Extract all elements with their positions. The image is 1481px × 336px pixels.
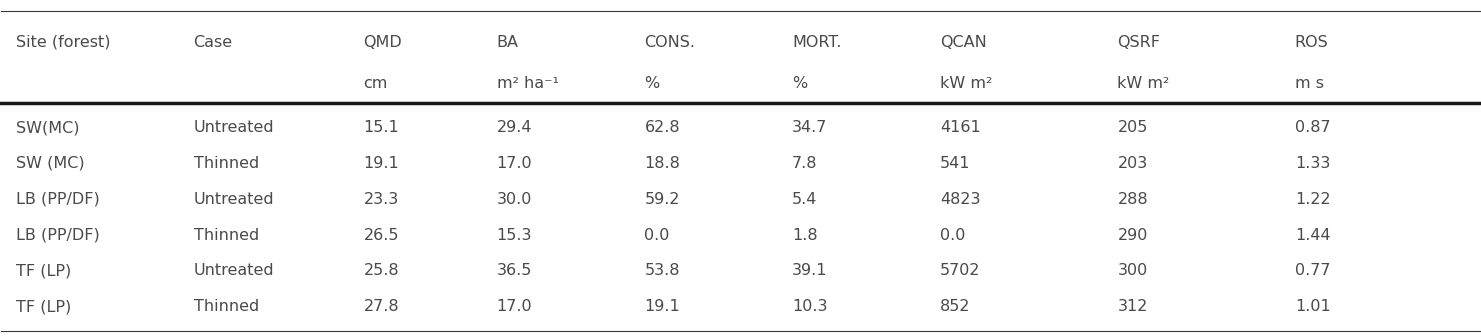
Text: Thinned: Thinned	[194, 227, 259, 243]
Text: 36.5: 36.5	[496, 263, 532, 279]
Text: 17.0: 17.0	[496, 299, 532, 314]
Text: 26.5: 26.5	[363, 227, 398, 243]
Text: 290: 290	[1118, 227, 1148, 243]
Text: m² ha⁻¹: m² ha⁻¹	[496, 76, 558, 91]
Text: LB (PP/DF): LB (PP/DF)	[16, 227, 99, 243]
Text: 205: 205	[1118, 120, 1148, 135]
Text: 0.87: 0.87	[1294, 120, 1330, 135]
Text: 541: 541	[940, 156, 970, 171]
Text: Untreated: Untreated	[194, 263, 274, 279]
Text: 53.8: 53.8	[644, 263, 680, 279]
Text: TF (LP): TF (LP)	[16, 299, 71, 314]
Text: cm: cm	[363, 76, 388, 91]
Text: 25.8: 25.8	[363, 263, 400, 279]
Text: 1.22: 1.22	[1294, 192, 1330, 207]
Text: 23.3: 23.3	[363, 192, 398, 207]
Text: BA: BA	[496, 35, 518, 50]
Text: kW m²: kW m²	[1118, 76, 1170, 91]
Text: %: %	[792, 76, 807, 91]
Text: 0.0: 0.0	[940, 227, 966, 243]
Text: LB (PP/DF): LB (PP/DF)	[16, 192, 99, 207]
Text: QSRF: QSRF	[1118, 35, 1161, 50]
Text: 4161: 4161	[940, 120, 980, 135]
Text: 19.1: 19.1	[363, 156, 400, 171]
Text: 300: 300	[1118, 263, 1148, 279]
Text: ROS: ROS	[1294, 35, 1328, 50]
Text: 4823: 4823	[940, 192, 980, 207]
Text: 7.8: 7.8	[792, 156, 818, 171]
Text: SW (MC): SW (MC)	[16, 156, 84, 171]
Text: 5.4: 5.4	[792, 192, 818, 207]
Text: 852: 852	[940, 299, 970, 314]
Text: 34.7: 34.7	[792, 120, 828, 135]
Text: Untreated: Untreated	[194, 192, 274, 207]
Text: 0.77: 0.77	[1294, 263, 1330, 279]
Text: Thinned: Thinned	[194, 299, 259, 314]
Text: 5702: 5702	[940, 263, 980, 279]
Text: 17.0: 17.0	[496, 156, 532, 171]
Text: 0.0: 0.0	[644, 227, 669, 243]
Text: 29.4: 29.4	[496, 120, 532, 135]
Text: Untreated: Untreated	[194, 120, 274, 135]
Text: 1.44: 1.44	[1294, 227, 1330, 243]
Text: CONS.: CONS.	[644, 35, 696, 50]
Text: 15.3: 15.3	[496, 227, 532, 243]
Text: SW(MC): SW(MC)	[16, 120, 80, 135]
Text: 15.1: 15.1	[363, 120, 400, 135]
Text: MORT.: MORT.	[792, 35, 841, 50]
Text: 1.01: 1.01	[1294, 299, 1330, 314]
Text: 312: 312	[1118, 299, 1148, 314]
Text: %: %	[644, 76, 659, 91]
Text: 288: 288	[1118, 192, 1148, 207]
Text: kW m²: kW m²	[940, 76, 992, 91]
Text: TF (LP): TF (LP)	[16, 263, 71, 279]
Text: Thinned: Thinned	[194, 156, 259, 171]
Text: 19.1: 19.1	[644, 299, 680, 314]
Text: Case: Case	[194, 35, 233, 50]
Text: 1.8: 1.8	[792, 227, 818, 243]
Text: 27.8: 27.8	[363, 299, 400, 314]
Text: 203: 203	[1118, 156, 1148, 171]
Text: QMD: QMD	[363, 35, 403, 50]
Text: 1.33: 1.33	[1294, 156, 1330, 171]
Text: 39.1: 39.1	[792, 263, 828, 279]
Text: QCAN: QCAN	[940, 35, 986, 50]
Text: m s: m s	[1294, 76, 1324, 91]
Text: Site (forest): Site (forest)	[16, 35, 111, 50]
Text: 30.0: 30.0	[496, 192, 532, 207]
Text: 18.8: 18.8	[644, 156, 680, 171]
Text: 59.2: 59.2	[644, 192, 680, 207]
Text: 62.8: 62.8	[644, 120, 680, 135]
Text: 10.3: 10.3	[792, 299, 828, 314]
